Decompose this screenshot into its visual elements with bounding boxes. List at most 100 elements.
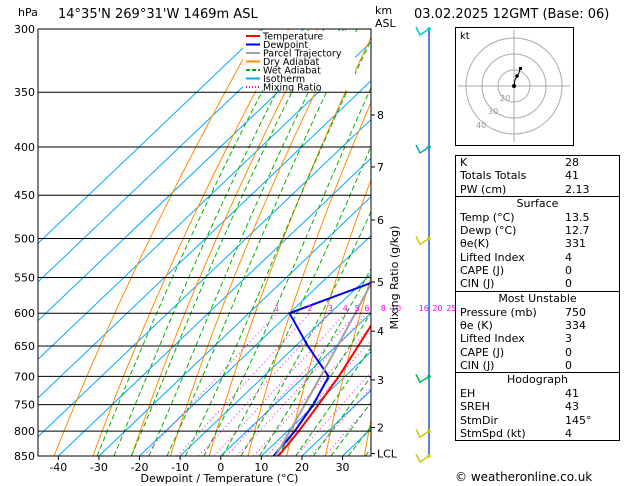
wind-barb-dot: [427, 454, 431, 458]
series-temperature: [277, 323, 371, 456]
isotherm-line: [179, 273, 371, 456]
pressure-tick-label: 700: [14, 370, 35, 383]
mixing-ratio-line: [213, 312, 346, 456]
mixing-ratio-line: [226, 312, 358, 456]
temp-tick-label: 20: [295, 461, 309, 474]
hodograph-section: Hodograph EH 41 SREH 43 StmDir 145° StmSpd …: [456, 372, 619, 440]
hodo-origin: [512, 84, 516, 88]
surface-row: Temp (°C) 13.5: [460, 210, 590, 224]
hodo-row: StmDir 145°: [460, 413, 592, 427]
mu-row: CAPE (J) 0: [460, 345, 572, 359]
mixing-ratio-line: [177, 312, 311, 456]
mixing-ratio-label: 25: [446, 304, 456, 313]
isotherm-line: [38, 29, 264, 244]
hodograph: kt 20 30 40: [455, 27, 574, 146]
pressure-tick-label: 300: [14, 23, 35, 36]
index-row-totals: Totals Totals 41: [460, 169, 579, 183]
index-row-k: K 28: [460, 156, 579, 169]
temp-tick-label: -30: [90, 461, 108, 474]
height-tick-label: 2: [377, 422, 384, 435]
wet-adiabat: [184, 39, 371, 456]
series-dewpoint: [272, 281, 371, 456]
hodo-storm-motion: [519, 67, 522, 70]
wind-barb: [415, 26, 430, 37]
wet-adiabat: [113, 29, 310, 456]
pressure-tick-label: 350: [14, 86, 35, 99]
location-header: 14°35'N 269°31'W 1469m ASL: [58, 7, 258, 22]
pressure-tick-label: 850: [14, 450, 35, 463]
pressure-tick-label: 400: [14, 141, 35, 154]
mu-row: θe (K) 334: [460, 318, 586, 332]
mixing-ratio-label: 3: [328, 304, 333, 313]
mixing-ratio-axis-label: Mixing Ratio (g/kg): [388, 226, 401, 330]
mixing-ratio-label: 6: [365, 304, 370, 313]
isotherm-line: [38, 29, 345, 322]
height-tick-label: 8: [377, 109, 384, 122]
hodo-unit: kt: [460, 31, 470, 42]
mixing-ratio-label: 20: [432, 304, 442, 313]
dry-adiabat: [208, 36, 371, 456]
isotherm-line: [98, 196, 371, 456]
mixing-ratio-label: 8: [381, 304, 386, 313]
mu-row: Pressure (mb) 750: [460, 305, 586, 319]
height-tick-label: 7: [377, 161, 384, 174]
dry-adiabat: [131, 29, 318, 456]
isotherm-line: [57, 157, 371, 456]
hodograph-plot: kt 20 30 40: [458, 30, 570, 142]
pressure-tick-label: 750: [14, 399, 35, 412]
x-axis-label: Dewpoint / Temperature (°C): [141, 472, 299, 485]
pressure-tick-label: 800: [14, 425, 35, 438]
wet-adiabat: [96, 29, 296, 456]
wet-adiabat: [330, 401, 371, 456]
height-tick-label: 6: [377, 214, 384, 227]
dry-adiabat: [247, 101, 371, 456]
credit-text: © weatheronline.co.uk: [455, 470, 593, 484]
pressure-tick-label: 450: [14, 189, 35, 202]
mixing-ratio-label: 1: [275, 304, 280, 313]
hodo-ring-label-30: 30: [488, 107, 498, 116]
wind-barb-dot: [427, 27, 431, 31]
surface-row: θe(K) 331: [460, 237, 586, 251]
hodo-row: SREH 43: [460, 400, 579, 414]
isotherm-line: [38, 41, 371, 361]
wind-barb: [415, 428, 430, 439]
wet-adiabat: [221, 145, 371, 456]
pressure-tick-label: 500: [14, 232, 35, 245]
legend-item: Isotherm: [263, 74, 305, 85]
height-unit: km ASL: [375, 4, 396, 30]
series-parcel-trajectory: [274, 281, 371, 456]
plot-area: [38, 29, 371, 456]
datetime-header: 03.02.2025 12GMT (Base: 06): [414, 7, 610, 22]
wind-barb: [415, 453, 430, 464]
pressure-tick-label: 650: [14, 340, 35, 353]
plot-frame: [37, 28, 372, 457]
isotherm-line: [38, 80, 371, 399]
isotherm-line: [261, 350, 371, 456]
temp-tick-label: -40: [49, 461, 67, 474]
wet-adiabat: [166, 29, 358, 456]
temp-tick-label: 10: [254, 461, 268, 474]
wet-adiabat: [130, 29, 325, 456]
mixing-ratio-line: [143, 312, 278, 456]
temp-tick-label: -10: [171, 461, 189, 474]
dry-adiabat: [286, 178, 371, 456]
surface-section: Surface Temp (°C) 13.5 Dewp (°C) 12.7 θe(K…: [456, 195, 619, 291]
mixing-ratio-label: 5: [355, 304, 360, 313]
legend-item: Wet Adiabat: [263, 66, 321, 77]
surface-row: Dewp (°C) 12.7: [460, 224, 590, 238]
legend-item: Dewpoint: [263, 40, 308, 51]
legend-item: Parcel Trajectory: [263, 49, 342, 60]
height-tick-label: 4: [377, 325, 384, 338]
legend-box: [243, 31, 355, 90]
isotherm-line: [220, 312, 371, 456]
most-unstable-title: Most Unstable: [498, 291, 577, 305]
mixing-ratio-label: 16: [419, 304, 429, 313]
indices-panel: K 28 Totals Totals 41 PW (cm) 2.13 Surface …: [455, 155, 620, 442]
wet-adiabat: [203, 86, 371, 456]
isotherm-line: [38, 29, 304, 283]
wet-adiabat: [295, 346, 371, 456]
legend-item: Dry Adiabat: [263, 57, 320, 68]
isotherm-line: [139, 234, 371, 456]
hodo-row: StmSpd (kt) 4: [460, 427, 572, 441]
surface-title: Surface: [516, 196, 559, 210]
